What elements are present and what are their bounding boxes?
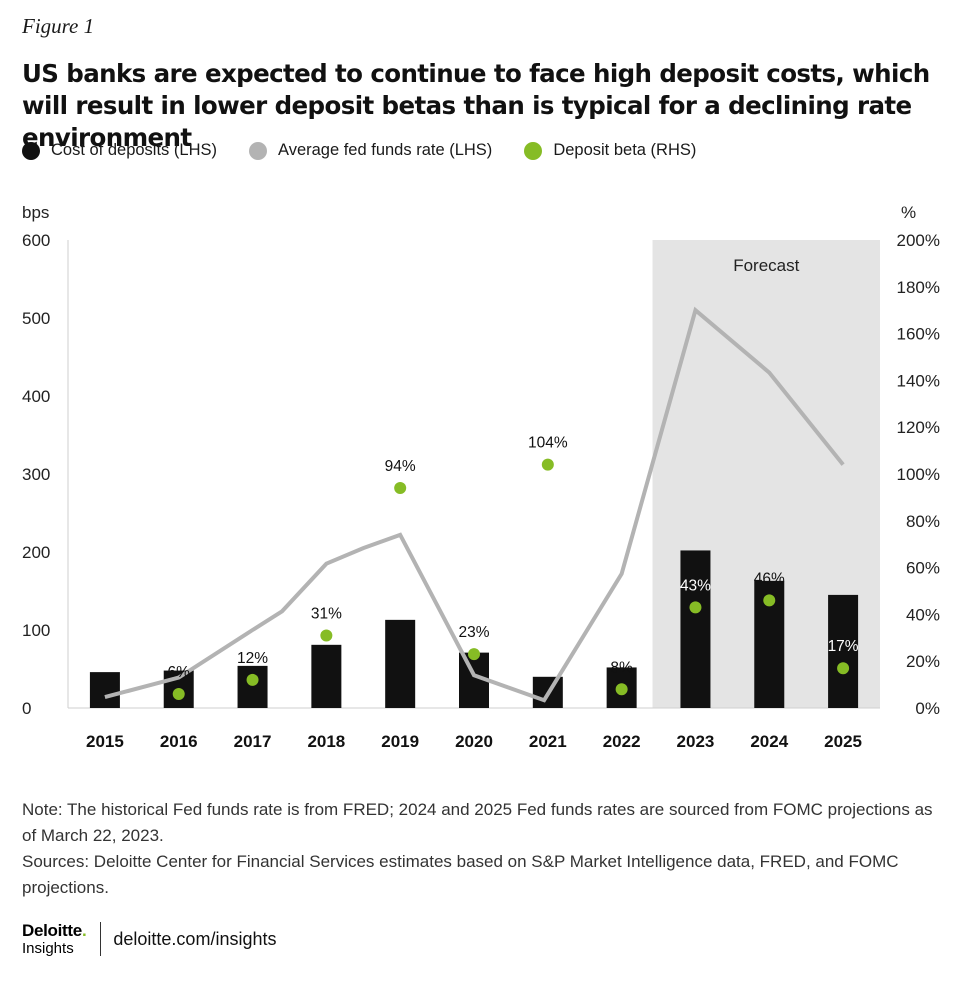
right-axis-tick: 60%: [906, 559, 940, 578]
x-axis-tick: 2022: [603, 732, 641, 751]
cost-of-deposits-bar: [89, 672, 120, 708]
cost-of-deposits-bar: [828, 594, 859, 708]
deposit-beta-dot: [246, 673, 259, 686]
left-axis-tick: 200: [22, 543, 50, 562]
deposit-beta-label: 94%: [385, 458, 416, 475]
right-axis-tick: 0%: [915, 699, 940, 718]
sources-text: Sources: Deloitte Center for Financial S…: [22, 852, 899, 897]
legend-item-deposit-beta: Deposit beta (RHS): [524, 141, 696, 160]
cost-of-deposits-bar: [311, 644, 342, 708]
footer-divider: [100, 922, 102, 956]
combo-chart: Forecast 0 100 200 300 400 500 600 bps 0% 20% 40% 60…: [22, 203, 940, 751]
x-axis-tick: 2015: [86, 732, 124, 751]
x-axis-tick: 2016: [160, 732, 198, 751]
legend-swatch-deposit-beta: [524, 141, 543, 160]
legend-item-cost-of-deposits: Cost of deposits (LHS): [22, 141, 217, 160]
x-axis-tick: 2019: [381, 732, 419, 751]
deposit-beta-label: 23%: [458, 624, 489, 641]
right-axis-tick: 200%: [897, 231, 940, 250]
chart-title: US banks are expected to continue to fac…: [22, 59, 930, 152]
cost-of-deposits-bar: [680, 550, 711, 708]
deposit-beta-dot: [689, 601, 702, 614]
left-axis-tick: 0: [22, 699, 31, 718]
legend-swatch-fed-funds-rate: [248, 141, 267, 160]
figure-label: Figure 1: [22, 14, 95, 38]
notes: Note: The historical Fed funds rate is f…: [22, 797, 942, 901]
right-axis-tick: 100%: [897, 465, 940, 484]
x-axis-tick: 2025: [824, 732, 862, 751]
x-axis-tick: 2020: [455, 732, 493, 751]
deloitte-insights-logo: Deloitte. Insights: [22, 921, 87, 957]
legend-label-fed-funds-rate: Average fed funds rate (LHS): [277, 141, 493, 159]
left-axis-tick: 500: [22, 309, 50, 328]
left-axis-unit: bps: [22, 203, 49, 222]
x-axis-tick: 2018: [307, 732, 345, 751]
right-axis-tick: 120%: [897, 418, 940, 437]
deposit-beta-label: 6%: [168, 664, 191, 681]
deposit-beta-dot: [763, 594, 776, 607]
deposit-beta-dot: [615, 683, 628, 696]
footer: Deloitte. Insights deloitte.com/insights: [22, 922, 276, 956]
x-axis-tick: 2017: [234, 732, 272, 751]
deposit-beta-label: 104%: [528, 435, 568, 452]
x-axis-tick: 2023: [677, 732, 715, 751]
left-axis-tick: 400: [22, 387, 50, 406]
left-axis-tick: 300: [22, 465, 50, 484]
right-axis-tick: 20%: [906, 652, 940, 671]
right-axis-tick: 140%: [897, 371, 940, 390]
deposit-beta-label: 12%: [237, 650, 268, 667]
deposit-beta-dot: [320, 629, 333, 642]
deposit-beta-dot: [172, 687, 185, 700]
legend-label-cost-of-deposits: Cost of deposits (LHS): [51, 141, 217, 159]
x-axis-tick: 2021: [529, 732, 567, 751]
deposit-beta-label: 46%: [754, 570, 785, 587]
forecast-label: Forecast: [733, 256, 799, 275]
deposit-beta-dot: [468, 648, 480, 661]
deposit-beta-dot: [394, 482, 407, 495]
right-axis-unit: %: [901, 203, 916, 222]
left-axis-tick: 100: [22, 621, 50, 640]
cost-of-deposits-bar: [237, 665, 268, 708]
right-axis-tick: 40%: [906, 605, 940, 624]
fed-funds-rate-line: [104, 306, 845, 703]
deposit-beta-label: 17%: [828, 638, 859, 655]
note-text: Note: The historical Fed funds rate is f…: [22, 800, 933, 845]
right-axis-tick: 180%: [897, 278, 940, 297]
left-axis-tick: 600: [22, 231, 50, 250]
legend-item-fed-funds-rate: Average fed funds rate (LHS): [248, 141, 493, 160]
logo-sub: Insights: [22, 940, 74, 957]
deposit-beta-label: 31%: [311, 605, 342, 622]
right-axis-tick: 160%: [897, 325, 940, 344]
legend: Cost of deposits (LHS) Average fed funds…: [22, 141, 728, 160]
logo-wordmark: Deloitte.: [22, 921, 87, 940]
right-axis-tick: 80%: [906, 512, 940, 531]
deposit-beta-dot: [837, 662, 850, 675]
legend-label-deposit-beta: Deposit beta (RHS): [553, 141, 697, 159]
deposit-beta-label: 8%: [610, 659, 633, 676]
x-axis-tick: 2024: [750, 732, 788, 751]
footer-url: deloitte.com/insights: [113, 928, 277, 949]
cost-of-deposits-bar: [385, 619, 416, 708]
deposit-beta-label: 43%: [680, 577, 711, 594]
deposit-beta-dot: [541, 458, 554, 471]
legend-swatch-cost-of-deposits: [22, 141, 40, 160]
